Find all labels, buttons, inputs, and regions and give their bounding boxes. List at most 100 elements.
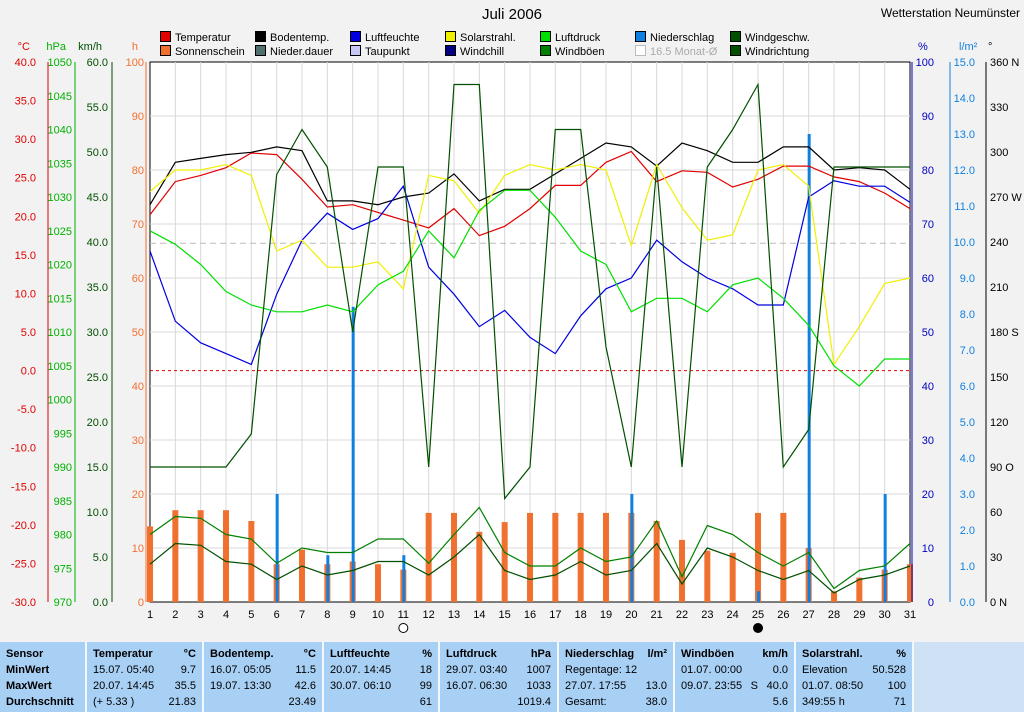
stats-column: Niederschlag l/m² Regentage: 12 27.07. 17:5… <box>559 642 675 712</box>
y-tick-label: 10.0 <box>15 288 36 300</box>
stats-cell: Regentage: 12 <box>565 664 638 676</box>
stats-column: Sensor MinWert MaxWert Durchschnitt <box>0 642 87 712</box>
y-tick-label: 1020 <box>48 260 72 272</box>
y-tick-label: 20 <box>132 489 144 501</box>
sunshine-bar <box>501 522 508 602</box>
sunshine-bar <box>425 512 432 602</box>
axis-unit: h <box>132 41 138 53</box>
stats-cell: 61 <box>419 696 432 708</box>
stats-cell: 16.07. 05:05 <box>210 664 272 676</box>
stats-cell: Elevation <box>802 664 848 676</box>
y-tick-label: 5.0 <box>960 417 975 429</box>
y-tick-label: -5.0 <box>17 404 36 416</box>
y-tick-label: 30 <box>990 552 1002 564</box>
y-tick-label: 1000 <box>48 395 72 407</box>
stats-row: 01.07. 00:00 0.0 <box>681 664 788 678</box>
x-tick-label: 4 <box>223 609 229 621</box>
x-tick-label: 26 <box>777 609 789 621</box>
stats-row: 19.07. 13:30 42.6 <box>210 680 316 694</box>
y-tick-label: 1015 <box>48 293 72 305</box>
stats-row: (+ 5.33 ) 21.83 <box>93 696 196 710</box>
y-tick-label: 90 <box>922 111 934 123</box>
y-tick-label: 15.0 <box>15 250 36 262</box>
y-tick-label: 35.0 <box>87 282 108 294</box>
x-tick-label: 30 <box>879 609 891 621</box>
legend-swatch <box>255 31 266 42</box>
legend-item: Nieder.dauer <box>255 45 333 58</box>
legend-item: Bodentemp. <box>255 31 329 44</box>
x-tick-label: 15 <box>499 609 511 621</box>
y-tick-label: -10.0 <box>11 443 36 455</box>
legend-label: Taupunkt <box>365 46 410 58</box>
chart-title: Juli 2006 <box>481 6 543 23</box>
y-tick-label: 1025 <box>48 226 72 238</box>
stats-cell: 09.07. 23:55 <box>681 680 743 692</box>
stats-cell: 349:55 h <box>802 696 845 708</box>
y-tick-label: 5.0 <box>21 327 36 339</box>
rain-bar <box>326 555 330 602</box>
stats-cell: S <box>750 680 758 692</box>
rain-bar <box>757 591 760 602</box>
legend-item: Windgeschw. <box>730 31 810 44</box>
x-tick-label: 11 <box>398 609 409 621</box>
sunshine-bar <box>552 512 559 602</box>
axis-unit: km/h <box>78 41 102 53</box>
sunshine-bar <box>527 512 533 602</box>
x-tick-label: 28 <box>828 609 840 621</box>
legend-label: 16.5 Monat-Ø <box>650 46 718 58</box>
y-tick-label: 975 <box>54 563 72 575</box>
stats-cell: 20.07. 14:45 <box>330 664 392 676</box>
legend-label: Windböen <box>555 46 605 58</box>
windgeschw--line <box>150 82 910 501</box>
legend-item: Luftfeuchte <box>350 31 419 44</box>
y-tick-label: 15.0 <box>954 57 975 69</box>
stats-cell: Durchschnitt <box>6 696 74 708</box>
stats-cell: Gesamt: <box>565 696 607 708</box>
y-tick-label: 55.0 <box>87 102 108 114</box>
stats-unit: °C <box>183 648 196 660</box>
y-tick-label: 10.0 <box>954 237 975 249</box>
y-tick-label: 45.0 <box>87 192 108 204</box>
legend: Temperatur Sonnenschein Bodentemp. Nieder.d… <box>160 31 920 61</box>
y-tick-label: 10 <box>922 543 934 555</box>
sunshine-bar <box>856 577 863 602</box>
y-tick-label: -15.0 <box>11 481 36 493</box>
y-tick-label: 0 N <box>990 597 1007 609</box>
axis-unit: °C <box>18 41 30 53</box>
y-tick-label: 40 <box>132 381 144 393</box>
stats-unit: hPa <box>530 648 551 660</box>
sunshine-bar <box>704 550 711 602</box>
y-tick-label: 50 <box>132 327 144 339</box>
y-tick-label: 180 S <box>990 327 1019 339</box>
x-tick-label: 22 <box>676 609 688 621</box>
stats-row: 01.07. 08:50 100 <box>802 680 906 694</box>
legend-swatch <box>635 31 646 42</box>
y-tick-label: 330 <box>990 102 1008 114</box>
y-tick-label: 1.0 <box>960 561 975 573</box>
y-tick-label: 300 <box>990 147 1008 159</box>
axis-unit: hPa <box>46 41 66 53</box>
y-tick-label: 40 <box>922 381 934 393</box>
legend-item: Sonnenschein <box>160 45 245 58</box>
legend-swatch <box>730 45 741 56</box>
x-tick-label: 23 <box>701 609 713 621</box>
x-tick-label: 7 <box>299 609 305 621</box>
legend-label: Windchill <box>460 46 505 58</box>
legend-label: Bodentemp. <box>270 32 330 44</box>
stats-header: Sensor <box>6 648 44 660</box>
full-moon-icon <box>398 623 409 633</box>
stats-cell: 42.6 <box>294 680 316 692</box>
stats-cell: 35.5 <box>174 680 196 692</box>
stats-cell: 5.6 <box>772 696 788 708</box>
y-tick-label: 40.0 <box>87 237 108 249</box>
y-tick-label: -30.0 <box>11 597 36 609</box>
legend-label: Solarstrahl. <box>460 32 516 44</box>
y-tick-label: 90 O <box>990 462 1014 474</box>
sunshine-bar <box>729 552 736 602</box>
stats-row: 15.07. 05:40 9.7 <box>93 664 196 678</box>
legend-label: Niederschlag <box>650 32 715 44</box>
y-tick-label: 0 <box>928 597 934 609</box>
stats-cell: 50.528 <box>872 664 906 676</box>
stats-row: 20.07. 14:45 35.5 <box>93 680 196 694</box>
stats-header: Luftdruck hPa <box>446 648 551 660</box>
